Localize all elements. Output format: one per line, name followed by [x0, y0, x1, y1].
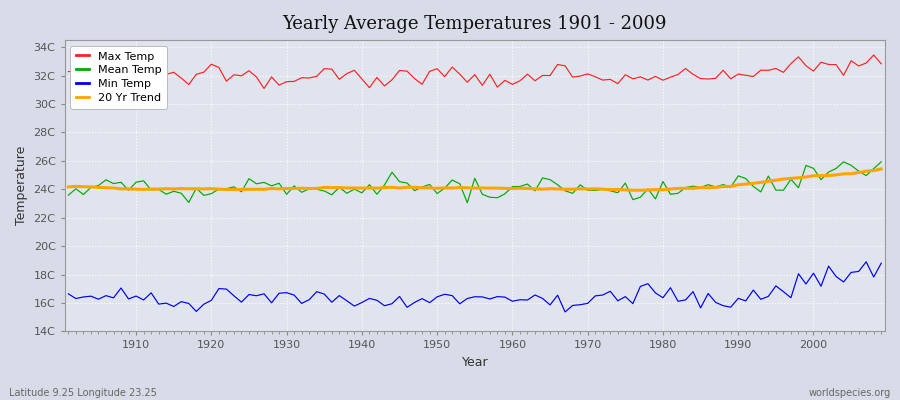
Title: Yearly Average Temperatures 1901 - 2009: Yearly Average Temperatures 1901 - 2009: [283, 15, 667, 33]
Text: worldspecies.org: worldspecies.org: [809, 388, 891, 398]
Legend: Max Temp, Mean Temp, Min Temp, 20 Yr Trend: Max Temp, Mean Temp, Min Temp, 20 Yr Tre…: [70, 46, 167, 108]
Text: Latitude 9.25 Longitude 23.25: Latitude 9.25 Longitude 23.25: [9, 388, 157, 398]
X-axis label: Year: Year: [462, 356, 488, 369]
Y-axis label: Temperature: Temperature: [15, 146, 28, 226]
